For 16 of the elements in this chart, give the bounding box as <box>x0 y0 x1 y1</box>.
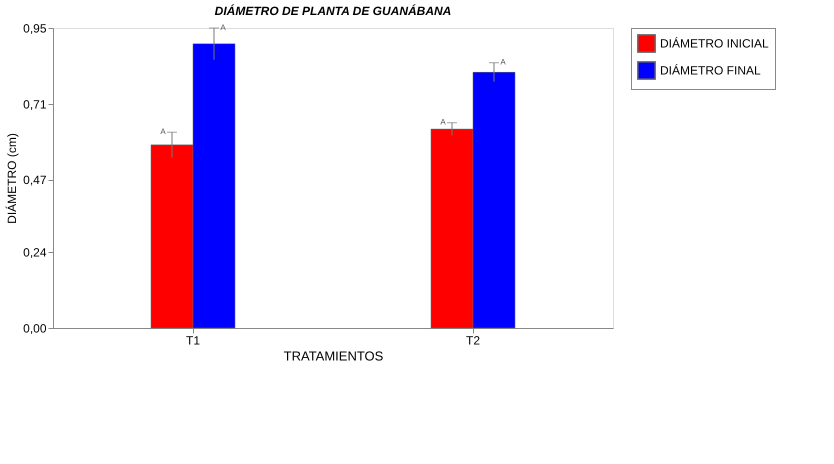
y-tick-label: 0,24 <box>23 246 47 260</box>
y-axis-title: DIÁMETRO (cm) <box>5 133 20 224</box>
x-tick-label: T1 <box>186 334 200 348</box>
y-tick-label: 0,00 <box>23 322 47 336</box>
y-tick-label: 0,71 <box>23 97 47 112</box>
y-tick-label: 0,95 <box>23 22 47 36</box>
annotation: A <box>220 23 226 32</box>
x-tick-label: T2 <box>466 334 480 348</box>
annotation: A <box>500 58 506 67</box>
x-axis-title: TRATAMIENTOS <box>284 348 384 364</box>
annotation: A <box>160 127 166 136</box>
annotation: A <box>440 118 446 127</box>
chart-title: DIÁMETRO DE PLANTA DE GUANÁBANA <box>214 4 452 18</box>
legend-label: DIÁMETRO FINAL <box>660 64 761 78</box>
y-tick-label: 0,47 <box>23 173 47 188</box>
legend-label: DIÁMETRO INICIAL <box>660 36 770 50</box>
